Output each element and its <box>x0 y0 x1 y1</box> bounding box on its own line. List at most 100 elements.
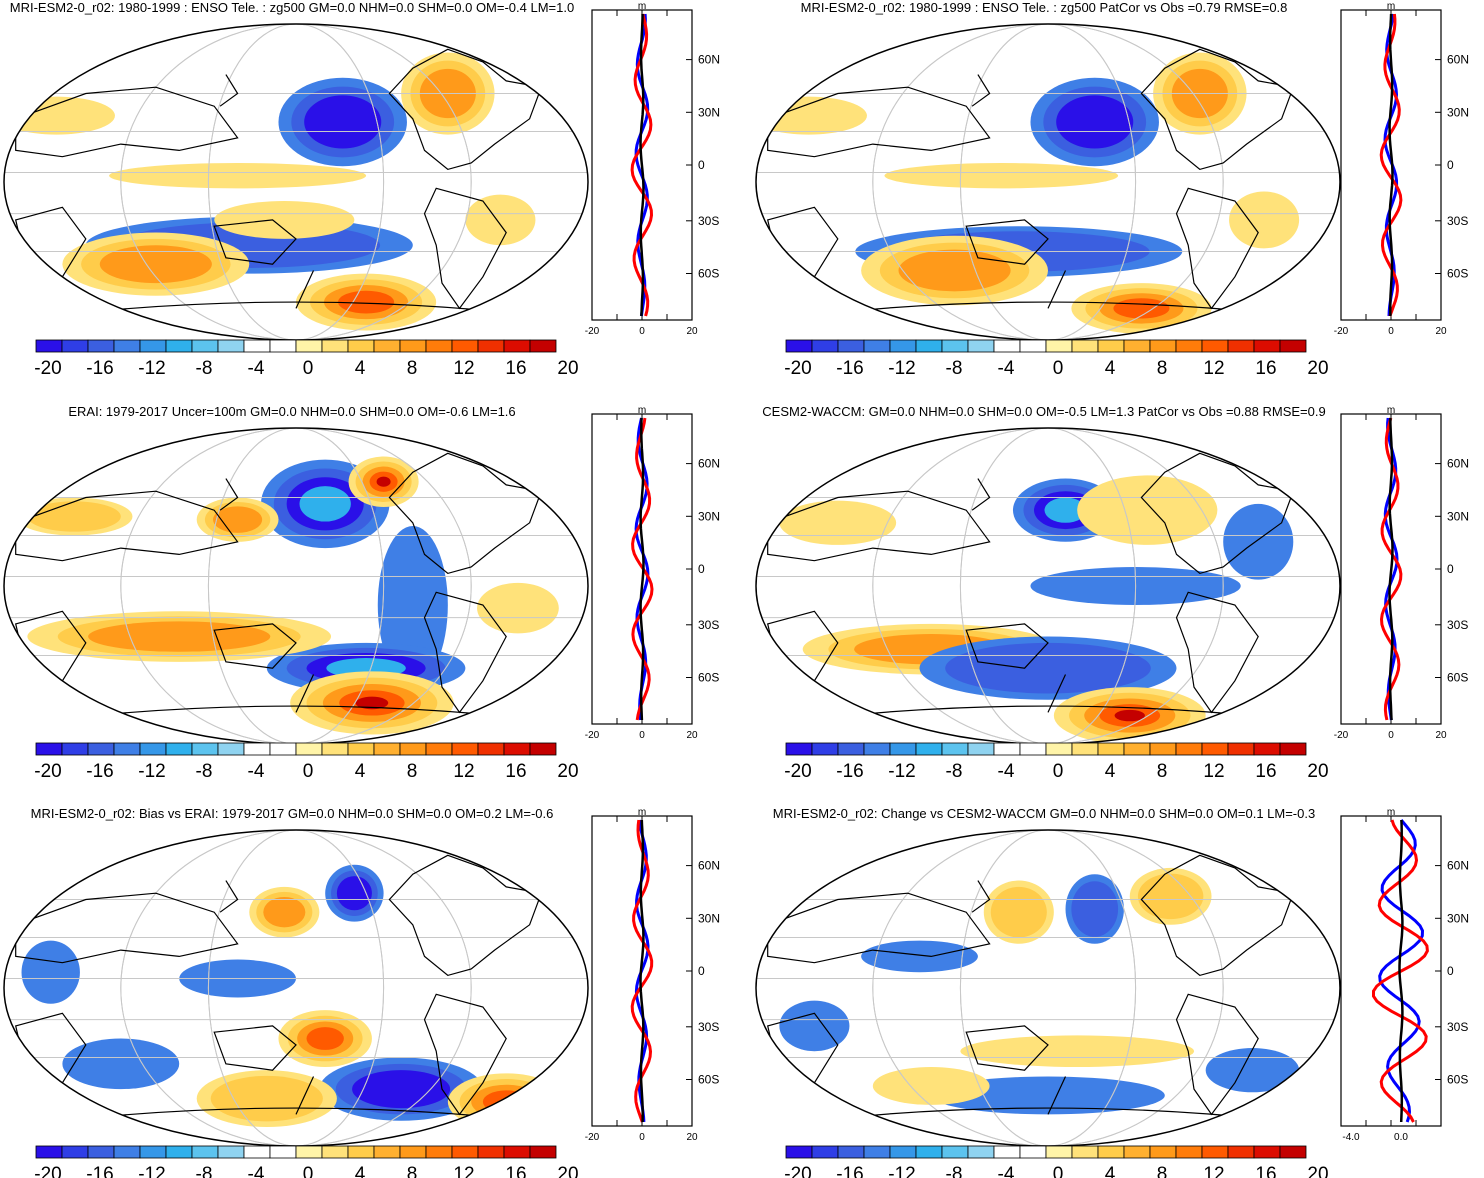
zonal-profile: m 60N 30N 0 30S 60S -20 0 20 <box>1334 405 1469 741</box>
colorbar-label: -8 <box>196 358 213 379</box>
colorbar-label: 12 <box>1203 358 1224 379</box>
colorbar-label: 8 <box>1157 1164 1168 1178</box>
colorbar-label: 12 <box>1203 1164 1224 1178</box>
latitude-label: 30N <box>1447 509 1469 523</box>
profile-unit: m <box>638 405 646 416</box>
colorbar: -20 -16 -12 -8 -4 0 4 8 12 16 20 <box>784 339 1329 379</box>
profile-xtick: 20 <box>686 730 698 741</box>
colorbar-swatch <box>1253 339 1281 353</box>
colorbar-swatch <box>889 742 917 756</box>
colorbar-label: 8 <box>407 1164 418 1178</box>
colorbar-swatch <box>399 339 427 353</box>
map-field <box>756 830 1340 1146</box>
latitude-label: 60N <box>698 457 720 471</box>
colorbar-label: 20 <box>1307 761 1328 782</box>
latitude-label: 0 <box>698 964 705 978</box>
coastline <box>1047 674 1067 713</box>
anomaly-contour <box>465 194 536 246</box>
profile-xtick: 0 <box>639 1132 645 1143</box>
anomaly-contour <box>1137 873 1204 920</box>
coastline <box>219 880 239 913</box>
profile-xtick: -20 <box>585 1132 600 1143</box>
coastline <box>814 1107 1282 1122</box>
profile-unit: m <box>1387 405 1395 416</box>
colorbar-swatch <box>1019 339 1047 353</box>
latitude-label: 60N <box>698 53 720 67</box>
profile-xtick: 20 <box>1435 326 1447 337</box>
anomaly-contour <box>1229 191 1300 249</box>
colorbar-swatch <box>1175 1145 1203 1159</box>
colorbar-swatch <box>139 1145 167 1159</box>
panel-3: CESM2-WACCM: GM=0.0 NHM=0.0 SHM=0.0 OM=-… <box>755 404 1469 782</box>
coastline <box>971 880 991 913</box>
colorbar-label: -16 <box>836 1164 863 1178</box>
panel-2: ERAI: 1979-2017 Uncer=100m GM=0.0 NHM=0.… <box>3 404 720 782</box>
zonal-profile: m 60N 30N 0 30S 60S -20 0 20 <box>1334 1 1469 337</box>
colorbar-label: 4 <box>1105 358 1116 379</box>
colorbar-swatch <box>1227 1145 1255 1159</box>
colorbar-swatch <box>503 339 531 353</box>
colorbar-label: -12 <box>888 761 915 782</box>
colorbar-label: 12 <box>1203 761 1224 782</box>
meridian-gridline <box>959 428 1137 744</box>
anomaly-contour <box>945 642 1151 694</box>
colorbar-label: 16 <box>1255 761 1276 782</box>
latitude-label: 60N <box>1447 859 1469 873</box>
anomaly-contour <box>898 249 1011 292</box>
latitude-label: 30S <box>1447 1020 1468 1034</box>
colorbar-label: -12 <box>888 1164 915 1178</box>
anomaly-contour <box>21 940 80 1004</box>
colorbar-swatch <box>477 339 505 353</box>
anomaly-contour <box>99 245 212 284</box>
colorbar-swatch <box>191 742 219 756</box>
colorbar-label: 16 <box>505 761 526 782</box>
panel-5: MRI-ESM2-0_r02: Change vs CESM2-WACCM GM… <box>755 806 1469 1178</box>
colorbar-label: -8 <box>946 1164 963 1178</box>
colorbar-swatch <box>347 1145 375 1159</box>
colorbar-swatch <box>35 1145 63 1159</box>
colorbar-swatch <box>941 1145 969 1159</box>
colorbar-label: 0 <box>303 761 314 782</box>
colorbar-swatch <box>113 742 141 756</box>
colorbar-swatch <box>61 1145 89 1159</box>
meridian-gridline <box>120 24 472 340</box>
zonal-profile: m 60N 30N 0 30S 60S -4.0 0.0 <box>1340 807 1469 1143</box>
meridian-gridline <box>872 428 1224 744</box>
colorbar-label: -20 <box>34 358 61 379</box>
colorbar-swatch <box>61 339 89 353</box>
latitude-label: 0 <box>1447 562 1454 576</box>
panel-0: MRI-ESM2-0_r02: 1980-1999 : ENSO Tele. :… <box>3 0 720 379</box>
latitude-label: 60N <box>1447 53 1469 67</box>
anomaly-contour <box>27 501 121 532</box>
latitude-label: 60N <box>698 859 720 873</box>
coastline <box>15 892 239 964</box>
colorbar-swatch <box>915 339 943 353</box>
coastline <box>295 270 315 309</box>
map-field <box>756 24 1340 340</box>
colorbar-label: 4 <box>355 761 366 782</box>
land-mean-line <box>630 13 654 317</box>
colorbar-swatch <box>451 742 479 756</box>
coastline <box>767 86 991 158</box>
colorbar-swatch <box>295 742 323 756</box>
coastline <box>965 1025 1049 1071</box>
colorbar-swatch <box>529 742 557 756</box>
colorbar-swatch <box>217 339 245 353</box>
colorbar-swatch <box>191 339 219 353</box>
map-field <box>756 428 1340 744</box>
colorbar-swatch <box>1149 1145 1177 1159</box>
colorbar-swatch <box>243 742 271 756</box>
colorbar-swatch <box>1253 742 1281 756</box>
coastline <box>295 674 315 713</box>
anomaly-contour <box>884 163 1119 189</box>
colorbar-label: -8 <box>196 1164 213 1178</box>
colorbar-label: 8 <box>407 358 418 379</box>
colorbar-swatch <box>269 339 297 353</box>
colorbar-label: -4 <box>998 1164 1015 1178</box>
colorbar-swatch <box>1045 1145 1073 1159</box>
latitude-label: 60S <box>698 1073 719 1087</box>
colorbar-swatch <box>373 1145 401 1159</box>
colorbar-label: 0 <box>1053 761 1064 782</box>
colorbar-label: 0 <box>1053 358 1064 379</box>
coastline <box>1047 1076 1067 1115</box>
